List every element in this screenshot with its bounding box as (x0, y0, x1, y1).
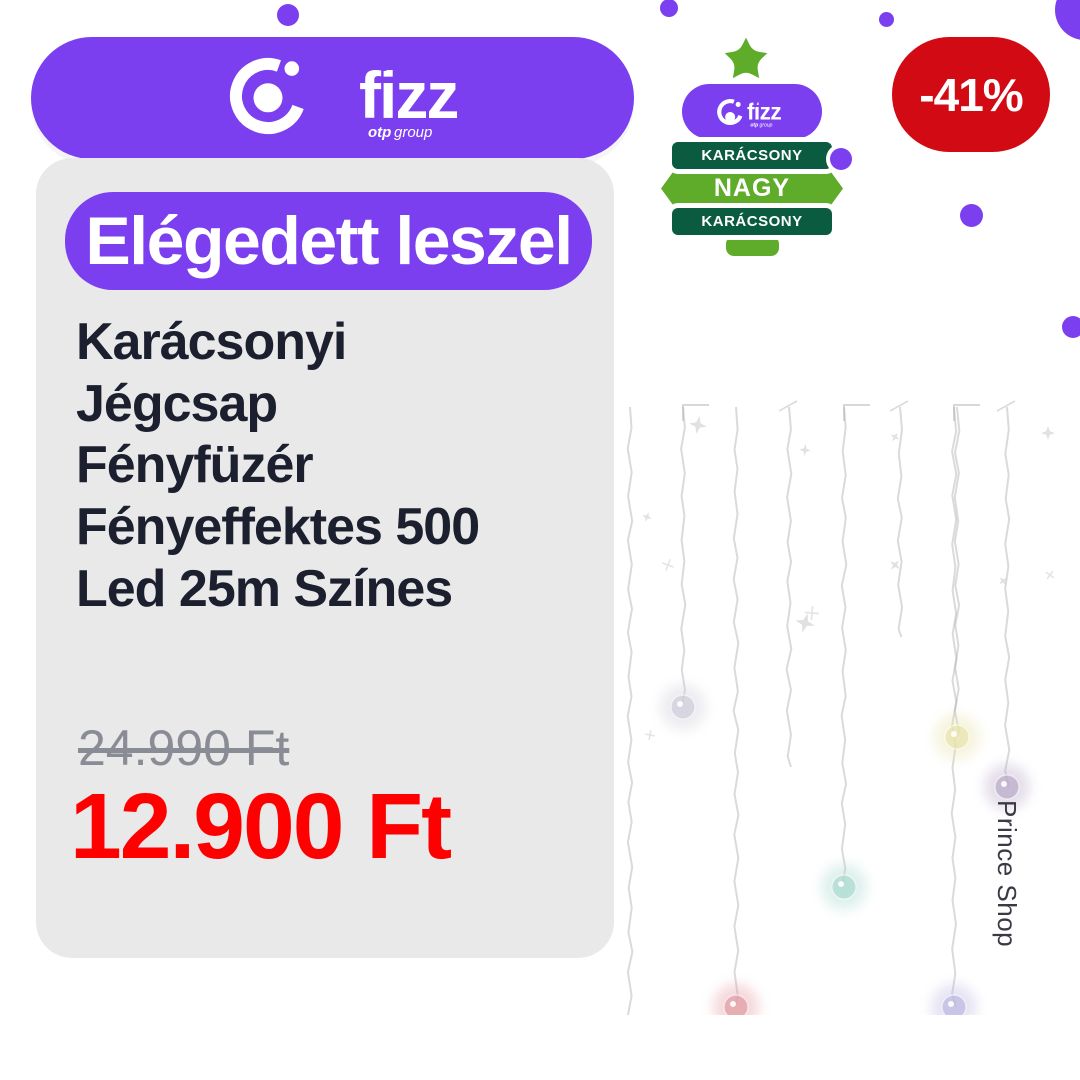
svg-text:fizz: fizz (747, 98, 781, 124)
svg-text:group: group (394, 124, 432, 141)
svg-text:otp: otp (750, 122, 758, 128)
svg-text:group: group (760, 122, 773, 128)
svg-text:otp: otp (368, 124, 391, 141)
svg-text:fizz: fizz (359, 58, 457, 132)
